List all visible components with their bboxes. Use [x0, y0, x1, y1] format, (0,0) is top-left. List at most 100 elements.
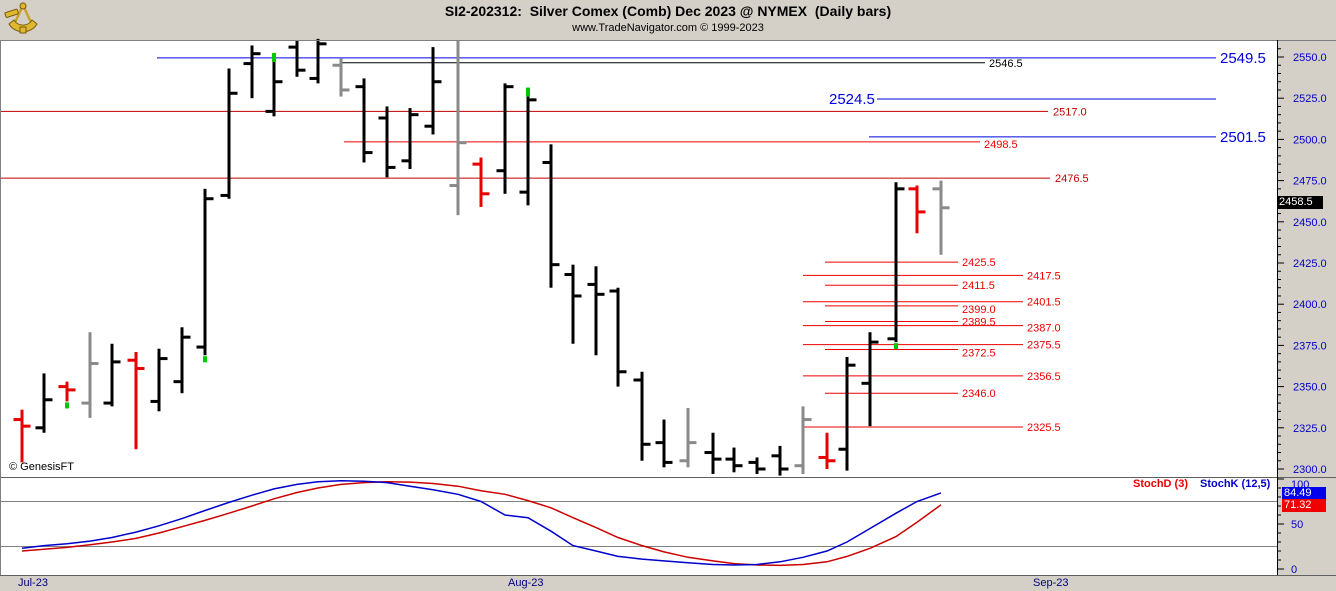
stoch-axis-label: 0 — [1291, 564, 1297, 576]
close-tick — [528, 98, 537, 102]
close-tick — [713, 457, 722, 461]
open-tick — [449, 184, 458, 188]
stoch-axis-label: 50 — [1291, 519, 1303, 531]
open-tick — [355, 85, 364, 89]
ohlc-bar — [203, 188, 207, 356]
ohlc-bar — [711, 432, 715, 474]
close-tick — [252, 52, 261, 56]
stochk-line — [21, 480, 942, 566]
price-axis-label: 2425.0 — [1293, 258, 1327, 270]
close-tick — [182, 335, 191, 339]
price-level-label: 2401.5 — [1027, 297, 1061, 309]
ohlc-bar — [110, 343, 114, 407]
price-level-label: 2389.5 — [962, 317, 996, 329]
ohlc-bar — [272, 61, 276, 117]
close-tick — [481, 192, 490, 196]
date-axis-strip[interactable] — [0, 575, 1336, 591]
ohlc-bar — [479, 157, 483, 207]
legend-stochk[interactable]: StochK (12,5) — [1200, 478, 1271, 490]
open-tick — [424, 124, 433, 128]
open-tick — [472, 162, 481, 166]
ohlc-bar — [250, 45, 254, 99]
signal-marker — [203, 356, 207, 363]
trade-navigator-logo-icon — [4, 2, 38, 34]
open-tick — [378, 116, 387, 120]
price-level-label: 2524.5 — [829, 91, 875, 108]
close-tick — [941, 206, 950, 210]
open-tick — [309, 76, 318, 80]
x-axis-label-aug: Aug-23 — [508, 577, 544, 589]
price-axis-label: 2500.0 — [1293, 134, 1327, 146]
price-level-label: 2411.5 — [962, 280, 995, 292]
ohlc-bar — [316, 38, 320, 84]
close-tick — [44, 398, 53, 402]
stochastic-plot-area[interactable] — [0, 478, 1277, 575]
ohlc-bar — [640, 371, 644, 461]
open-tick — [401, 159, 410, 163]
close-tick — [318, 42, 327, 46]
price-level-label: 2501.5 — [1220, 129, 1266, 146]
price-plot-area[interactable] — [0, 40, 1277, 477]
price-axis-strip[interactable] — [1277, 40, 1336, 575]
open-tick — [542, 160, 551, 164]
open-tick — [655, 441, 664, 445]
price-level-label: 2346.0 — [962, 388, 996, 400]
close-tick — [433, 80, 442, 84]
ohlc-bar — [549, 144, 553, 288]
open-tick — [220, 193, 229, 197]
ohlc-bar — [20, 409, 24, 463]
close-tick — [274, 80, 283, 84]
price-level-label: 2517.0 — [1053, 106, 1087, 118]
close-tick — [664, 460, 673, 464]
price-level-label: 2498.5 — [984, 139, 1018, 151]
close-tick — [364, 151, 373, 155]
close-tick — [896, 187, 905, 191]
ohlc-bar — [801, 406, 805, 474]
ohlc-bar — [408, 108, 412, 170]
ohlc-bar — [915, 185, 919, 234]
x-axis-label-jul: Jul-23 — [18, 577, 48, 589]
close-tick — [136, 366, 145, 370]
open-tick — [173, 380, 182, 384]
ohlc-bar — [526, 96, 530, 206]
ohlc-bar — [939, 180, 943, 255]
ohlc-bar — [180, 327, 184, 394]
open-tick — [679, 459, 688, 463]
open-tick — [748, 460, 757, 464]
open-tick — [332, 63, 341, 67]
stochk-value-badge: 84.49 — [1282, 487, 1326, 500]
open-tick — [932, 187, 941, 191]
legend-stochd[interactable]: StochD (3) — [1133, 478, 1188, 490]
price-level-label: 2356.5 — [1027, 371, 1061, 383]
ohlc-bar — [42, 373, 46, 433]
close-tick — [734, 464, 743, 468]
close-tick — [159, 357, 168, 361]
open-tick — [243, 62, 252, 66]
close-tick — [596, 292, 605, 296]
ohlc-bar — [227, 68, 231, 199]
close-tick — [22, 424, 31, 428]
price-axis-label: 2400.0 — [1293, 299, 1327, 311]
ohlc-bar — [456, 40, 460, 216]
price-level-label: 2372.5 — [962, 348, 996, 360]
open-tick — [861, 381, 870, 385]
price-axis-label: 2325.0 — [1293, 423, 1327, 435]
chart-title: SI2-202312: Silver Comex (Comb) Dec 2023… — [444, 3, 892, 19]
ohlc-bar — [894, 182, 898, 343]
ohlc-bar — [755, 457, 759, 474]
signal-marker — [894, 343, 898, 350]
close-tick — [90, 362, 99, 366]
price-level-label: 2375.5 — [1027, 340, 1061, 352]
ohlc-bar — [134, 351, 138, 450]
price-axis-label: 2525.0 — [1293, 93, 1327, 105]
open-tick — [564, 273, 573, 277]
ohlc-bar — [431, 47, 435, 135]
last-price-badge: 2458.5 — [1277, 196, 1323, 209]
open-tick — [127, 358, 136, 362]
price-axis-label: 2350.0 — [1293, 382, 1327, 394]
stochd-line — [21, 480, 942, 567]
close-tick — [341, 88, 350, 92]
ohlc-bar — [362, 78, 366, 163]
open-tick — [887, 337, 896, 341]
